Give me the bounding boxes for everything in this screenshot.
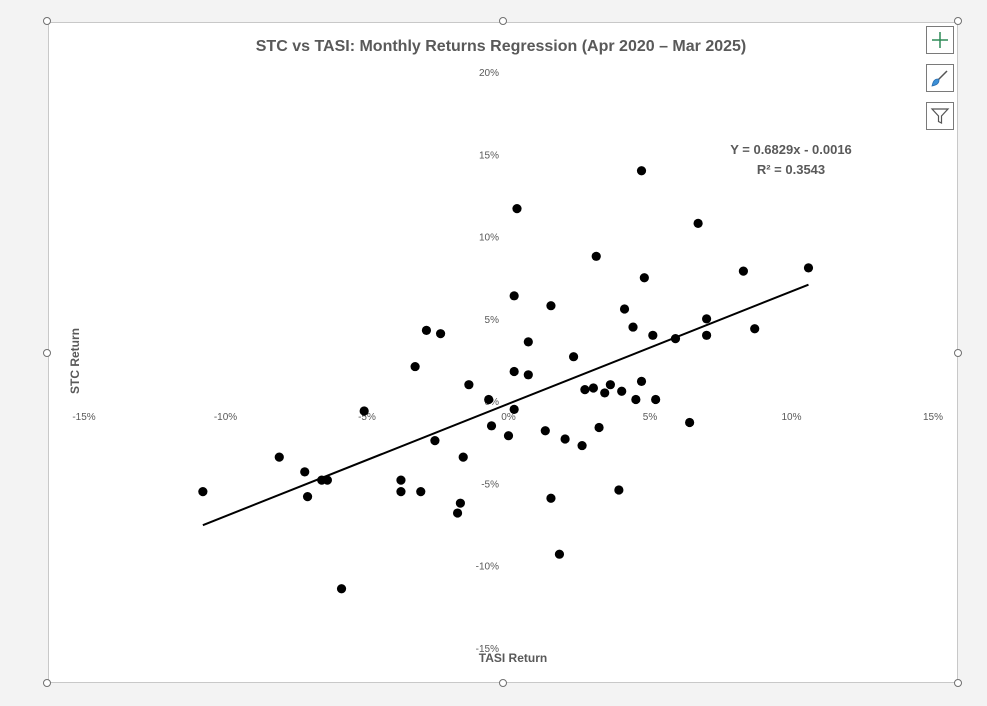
data-point xyxy=(738,266,748,276)
data-point xyxy=(486,421,497,431)
data-point xyxy=(455,498,465,508)
data-point xyxy=(803,263,814,273)
y-axis-tick-labels: 20%15%10%5%0%-5%-10%-15% xyxy=(476,68,499,655)
y-tick-label: -15% xyxy=(476,644,499,655)
data-point xyxy=(750,324,760,334)
data-point xyxy=(702,314,712,324)
data-point xyxy=(540,426,550,436)
chart-elements-button[interactable] xyxy=(926,26,954,54)
data-point xyxy=(509,404,519,414)
data-point xyxy=(670,334,681,344)
y-axis-title: STC Return xyxy=(68,328,82,394)
resize-handle-bottom-right[interactable] xyxy=(954,679,962,687)
chart-filters-button[interactable] xyxy=(926,102,954,130)
resize-handle-bottom-left[interactable] xyxy=(43,679,51,687)
data-point xyxy=(523,337,533,347)
data-point xyxy=(636,166,647,176)
data-point xyxy=(410,361,420,372)
data-point xyxy=(302,491,313,502)
data-point xyxy=(605,380,615,390)
data-point xyxy=(464,380,474,390)
data-point xyxy=(580,385,590,395)
data-point xyxy=(484,394,494,405)
data-point xyxy=(509,291,519,301)
resize-handle-middle-left[interactable] xyxy=(43,349,51,357)
data-point xyxy=(568,352,579,362)
resize-handle-bottom-center[interactable] xyxy=(499,679,507,687)
trendline-r-squared: R² = 0.3543 xyxy=(757,162,825,177)
resize-handle-top-right[interactable] xyxy=(954,17,962,25)
data-point xyxy=(651,394,661,405)
data-point xyxy=(546,301,556,311)
y-tick-label: 20% xyxy=(479,68,499,79)
data-point xyxy=(693,218,703,229)
data-point xyxy=(274,452,284,462)
data-point xyxy=(685,417,695,428)
data-point xyxy=(628,322,638,332)
data-point xyxy=(416,487,426,497)
x-tick-label: 0% xyxy=(501,412,516,423)
data-point xyxy=(702,330,712,340)
data-point xyxy=(560,434,570,444)
x-tick-label: 10% xyxy=(781,412,801,423)
data-point xyxy=(336,584,347,594)
chart-title: STC vs TASI: Monthly Returns Regression … xyxy=(256,38,747,55)
data-point xyxy=(648,330,658,340)
x-axis-tick-labels: -15% -10% -5% 0% 5% 10% 15% xyxy=(72,412,943,423)
data-point xyxy=(554,549,565,559)
x-tick-label: -5% xyxy=(358,412,376,423)
data-point xyxy=(639,273,649,283)
trendline-equation: Y = 0.6829x - 0.0016 xyxy=(730,142,852,157)
resize-handle-top-center[interactable] xyxy=(499,17,507,25)
x-axis-title: TASI Return xyxy=(479,651,547,665)
data-point xyxy=(617,386,627,396)
filter-funnel-icon xyxy=(930,108,950,124)
chart-styles-button[interactable] xyxy=(926,64,954,92)
data-point xyxy=(396,475,406,485)
scatter-plot: STC vs TASI: Monthly Returns Regression … xyxy=(68,38,943,665)
y-tick-label: -5% xyxy=(481,479,499,490)
data-point xyxy=(512,203,522,214)
data-point xyxy=(546,493,556,503)
x-tick-label: 5% xyxy=(643,412,658,423)
x-tick-label: -15% xyxy=(72,412,95,423)
data-point xyxy=(600,388,610,398)
y-tick-label: 5% xyxy=(485,315,500,326)
paintbrush-icon xyxy=(931,70,948,87)
data-point xyxy=(430,436,440,446)
data-point xyxy=(359,406,369,416)
data-point xyxy=(452,508,463,518)
data-point xyxy=(591,251,601,261)
x-tick-label: 15% xyxy=(923,412,943,423)
data-point xyxy=(523,370,533,380)
data-point xyxy=(509,366,519,377)
x-tick-label: -10% xyxy=(214,412,237,423)
data-point xyxy=(636,376,647,386)
resize-handle-top-left[interactable] xyxy=(43,17,51,25)
data-point xyxy=(631,394,641,405)
data-point xyxy=(503,431,514,441)
data-point xyxy=(619,304,630,314)
data-point xyxy=(594,422,604,433)
y-tick-label: 10% xyxy=(479,233,499,244)
data-point xyxy=(396,487,406,497)
data-point xyxy=(588,383,599,393)
data-points xyxy=(198,166,814,594)
data-point xyxy=(421,325,432,335)
resize-handle-middle-right[interactable] xyxy=(954,349,962,357)
data-point xyxy=(458,452,468,462)
plus-icon xyxy=(932,32,948,48)
y-tick-label: 15% xyxy=(479,150,499,161)
trendline xyxy=(202,283,809,527)
data-point xyxy=(300,467,310,477)
data-point xyxy=(435,329,446,339)
data-point xyxy=(577,440,587,451)
data-point xyxy=(614,485,624,495)
data-point xyxy=(322,475,332,485)
y-tick-label: -10% xyxy=(476,562,499,573)
data-point xyxy=(198,487,208,497)
chart-area[interactable]: STC vs TASI: Monthly Returns Regression … xyxy=(48,22,958,683)
